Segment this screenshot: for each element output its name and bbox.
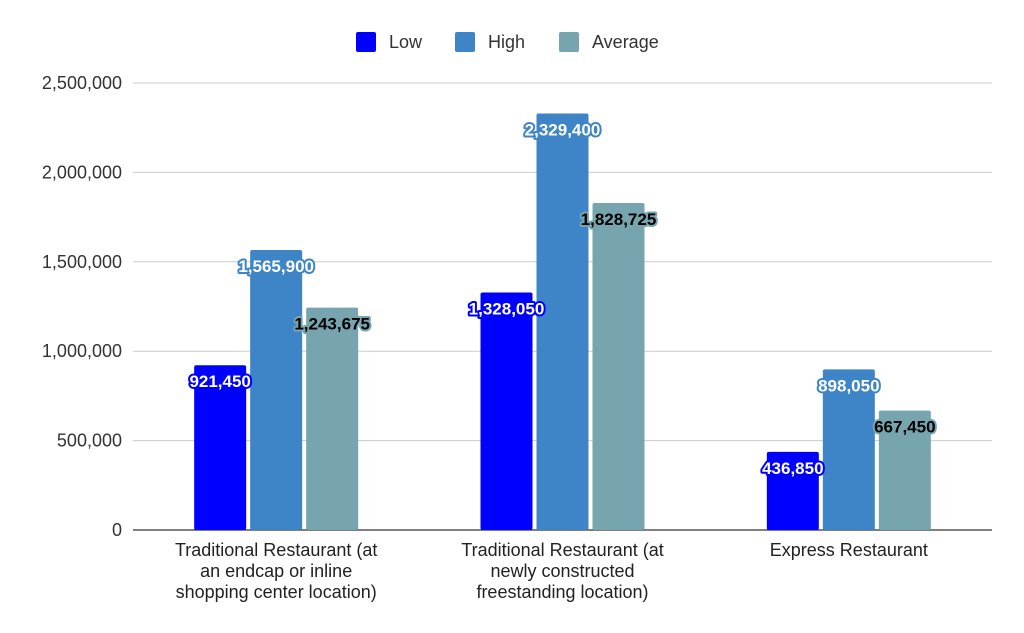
bar-high-0 <box>250 250 303 530</box>
bar-average-1 <box>592 203 645 530</box>
y-tick-label: 2,500,000 <box>42 73 122 93</box>
category-label: Express Restaurant <box>770 540 928 560</box>
data-label-average-1: 1,828,725 <box>581 210 657 229</box>
data-label-average-0: 1,243,675 <box>294 315 370 334</box>
category-label: Traditional Restaurant (at <box>461 540 663 560</box>
data-label-low-0: 921,450 <box>189 372 250 391</box>
category-label: freestanding location) <box>476 582 648 602</box>
data-label-average-2: 667,450 <box>874 418 935 437</box>
category-label: Traditional Restaurant (at <box>175 540 377 560</box>
data-labels: 921,450 1,328,050 436,850 1,565,900 2,329,40… <box>187 119 937 480</box>
legend-label-high: High <box>488 32 525 52</box>
category-label: an endcap or inline <box>200 561 352 581</box>
data-label-high-1: 2,329,400 <box>525 121 601 140</box>
bar-low-2 <box>766 451 819 530</box>
data-label-high-2: 898,050 <box>818 376 879 395</box>
y-tick-label: 1,500,000 <box>42 252 122 272</box>
y-tick-label: 2,000,000 <box>42 162 122 182</box>
legend-swatch-high <box>455 32 475 52</box>
bar-low-1 <box>480 292 533 530</box>
y-tick-label: 0 <box>112 520 122 540</box>
y-tick-label: 500,000 <box>57 431 122 451</box>
y-tick-label: 1,000,000 <box>42 341 122 361</box>
bar-average-2 <box>878 410 931 530</box>
bar-low-0 <box>194 365 247 530</box>
legend-swatch-low <box>356 32 376 52</box>
legend: Low High Average <box>356 32 659 52</box>
data-label-low-2: 436,850 <box>762 459 823 478</box>
bar-average-0 <box>306 307 359 530</box>
legend-label-low: Low <box>389 32 423 52</box>
bars <box>194 113 931 530</box>
data-label-high-0: 1,565,900 <box>238 257 314 276</box>
bar-high-2 <box>822 369 875 530</box>
y-axis-ticks: 0 500,000 1,000,000 1,500,000 2,000,000 2,500… <box>42 73 122 540</box>
category-label: newly constructed <box>490 561 634 581</box>
data-label-low-1: 1,328,050 <box>469 300 545 319</box>
bar-high-1 <box>536 113 589 530</box>
category-label: shopping center location) <box>176 582 377 602</box>
legend-label-average: Average <box>592 32 659 52</box>
legend-swatch-average <box>559 32 579 52</box>
